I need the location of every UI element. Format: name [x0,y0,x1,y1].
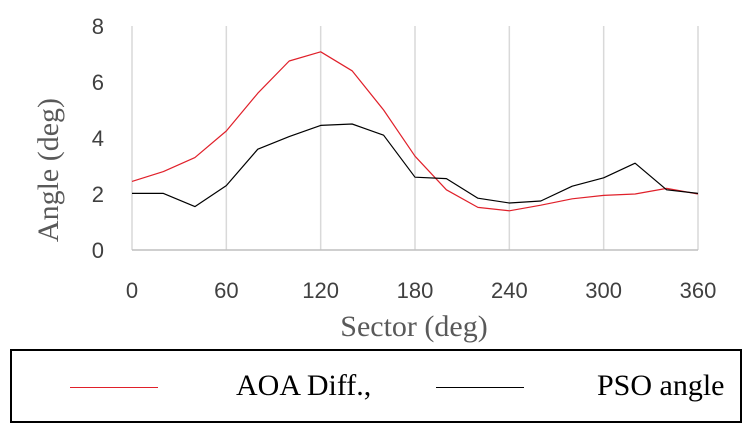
series-line-0 [131,51,699,212]
tick-labels: 0 60 120 180 240 300 360 0 2 4 6 8 [92,14,717,303]
x-tick-label: 0 [126,278,138,303]
series-layer [131,51,699,212]
y-tick-label: 8 [92,14,104,39]
y-tick-label: 4 [92,126,104,151]
y-tick-label: 6 [92,70,104,95]
x-tick-label: 360 [680,278,717,303]
y-tick-label: 2 [92,182,104,207]
gridlines [131,26,699,251]
y-tick-label: 0 [92,238,104,263]
legend-label-pso: PSO angle [597,369,725,402]
x-tick-label: 180 [397,278,434,303]
legend-swatch-pso [436,387,524,388]
y-axis-title: Angle (deg) [32,98,65,242]
x-tick-label: 300 [585,278,622,303]
x-tick-label: 240 [491,278,528,303]
x-tick-label: 120 [302,278,339,303]
x-axis-title: Sector (deg) [340,310,487,343]
legend-label-aoa: AOA Diff., [236,369,372,402]
x-tick-label: 60 [214,278,238,303]
series-line-1 [132,123,699,208]
legend: AOA Diff., PSO angle [10,349,742,423]
legend-swatch-aoa [70,387,158,388]
